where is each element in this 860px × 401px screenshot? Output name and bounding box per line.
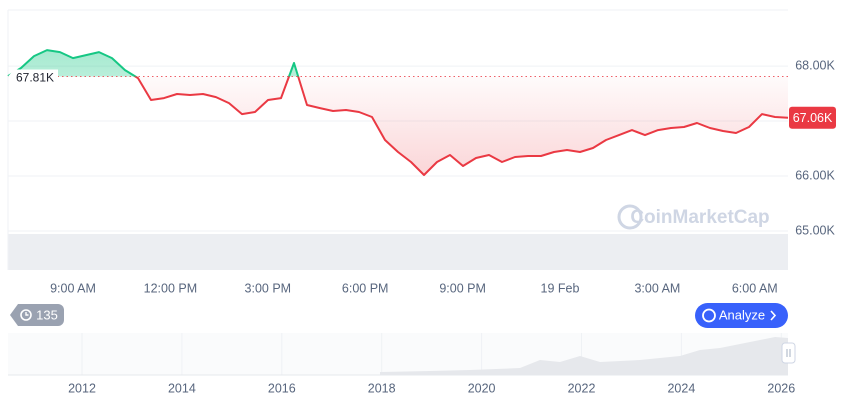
x-tick-label: 9:00 PM <box>439 281 486 295</box>
navigator-year: 2026 <box>767 381 795 395</box>
navigator-year: 2024 <box>667 381 695 395</box>
x-tick-label: 12:00 PM <box>144 281 198 295</box>
y-tick-label: 68.00K <box>795 58 835 72</box>
watermark: CoinMarketCap <box>630 207 769 228</box>
price-area <box>8 50 788 175</box>
last-price-box <box>789 106 836 129</box>
x-tick-label: 19 Feb <box>541 281 580 295</box>
y-tick-label: 65.00K <box>795 223 835 237</box>
reference-label: 67.81K <box>16 71 54 85</box>
y-tick-label: 66.00K <box>795 168 835 182</box>
clock-icon <box>20 309 32 321</box>
navigator-year: 2014 <box>168 381 196 395</box>
events-count[interactable]: 135 <box>36 307 58 322</box>
events-badge[interactable] <box>10 304 64 326</box>
navigator-year: 2022 <box>568 381 596 395</box>
analyze-icon <box>702 308 716 323</box>
watermark-logo <box>617 204 643 230</box>
handle-grip <box>786 349 791 357</box>
navigator-year: 2012 <box>68 381 96 395</box>
plot <box>7 49 789 176</box>
analyze-button[interactable] <box>695 303 788 328</box>
x-tick-label: 6:00 AM <box>732 281 778 295</box>
navigator-year: 2020 <box>468 381 496 395</box>
volume-strip <box>8 234 788 270</box>
navigator-handle[interactable] <box>781 342 796 364</box>
analyze-label[interactable]: Analyze <box>719 307 765 322</box>
clock-hands <box>25 312 29 316</box>
navigator-year: 2018 <box>368 381 396 395</box>
reference-tag <box>8 69 58 84</box>
x-tick-label: 3:00 PM <box>245 281 292 295</box>
price-line <box>7 49 789 176</box>
last-price-label: 67.06K <box>793 111 833 125</box>
analyze-chevron <box>770 310 777 321</box>
navigator-year: 2016 <box>268 381 296 395</box>
x-tick-label: 9:00 AM <box>50 281 96 295</box>
x-tick-label: 6:00 PM <box>342 281 389 295</box>
navigator-area <box>380 337 788 375</box>
x-tick-label: 3:00 AM <box>634 281 680 295</box>
